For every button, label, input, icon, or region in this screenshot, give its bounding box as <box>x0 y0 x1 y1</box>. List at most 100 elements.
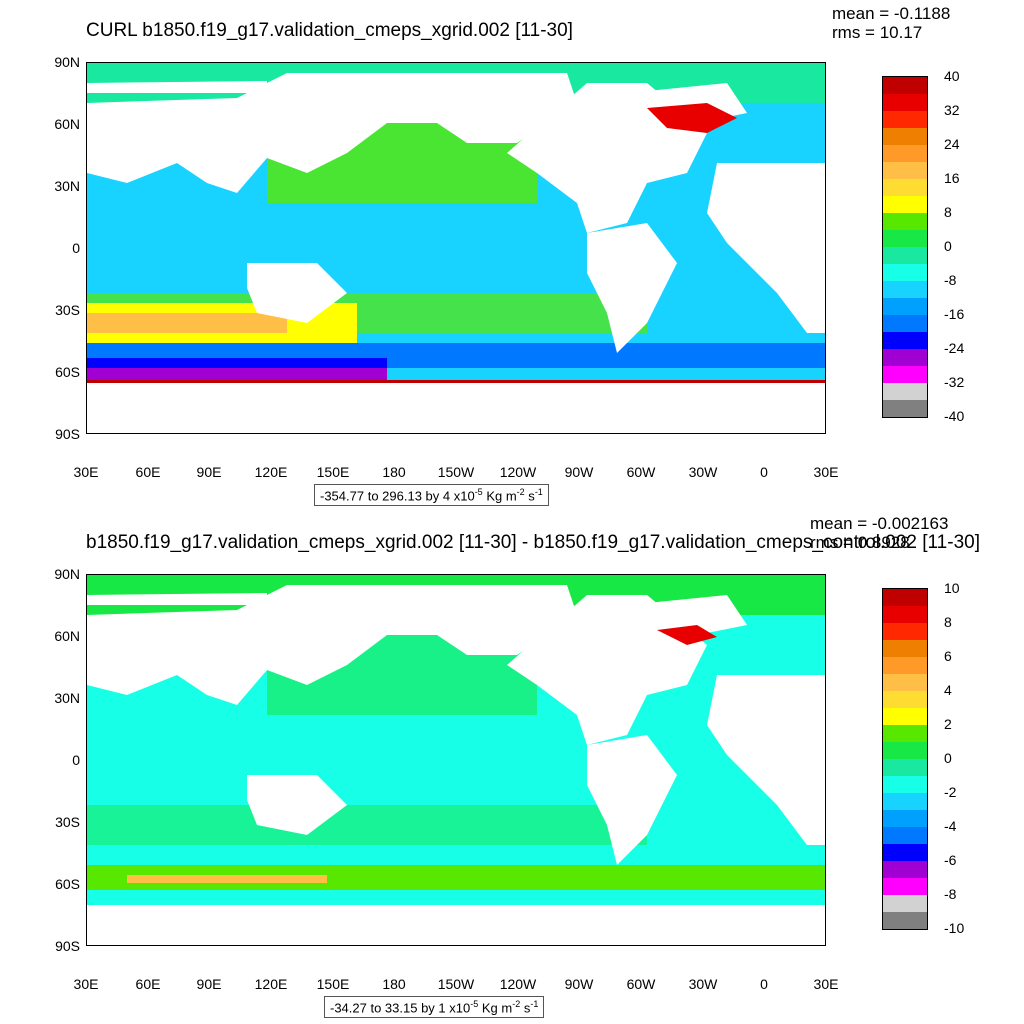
colorbar-swatch <box>883 912 927 929</box>
panel-title: CURL b1850.f19_g17.validation_cmeps_xgri… <box>86 20 573 41</box>
difference-map <box>87 575 825 945</box>
lon-tick-label: 60W <box>626 976 656 992</box>
colorbar-swatch <box>883 861 927 878</box>
map-frame <box>86 574 826 946</box>
lon-tick-label: 180 <box>382 464 406 480</box>
lon-tick-label: 120E <box>254 976 288 992</box>
colorbar-swatch <box>883 349 927 366</box>
lat-tick-label: 60N <box>54 628 80 644</box>
range-unit-exponent: -2 <box>512 999 521 1009</box>
colorbar-label: 0 <box>944 238 952 254</box>
colorbar-swatch <box>883 606 927 623</box>
colorbar-label: 10 <box>944 580 960 596</box>
colorbar-swatch <box>883 162 927 179</box>
lon-tick-label: 30E <box>73 464 99 480</box>
lon-tick-label: 150W <box>437 464 475 480</box>
lon-tick-label: 0 <box>760 976 768 992</box>
lon-tick-label: 120W <box>499 976 537 992</box>
colorbar-label: -32 <box>944 374 965 390</box>
range-exponent: -5 <box>474 487 483 497</box>
colorbar <box>882 588 928 930</box>
map-frame <box>86 62 826 434</box>
range-text: -354.77 to 296.13 by 4 x10 <box>320 488 475 504</box>
colorbar-swatch <box>883 759 927 776</box>
colorbar-label: 8 <box>944 614 952 630</box>
colorbar-label: 8 <box>944 204 952 220</box>
lon-tick-label: 90W <box>564 464 594 480</box>
lon-tick-label: 60W <box>626 464 656 480</box>
colorbar-label: -10 <box>944 920 965 936</box>
colorbar-swatch <box>883 247 927 264</box>
lat-tick-label: 90N <box>54 54 80 70</box>
colorbar-swatch <box>883 230 927 247</box>
lat-tick-label: 60S <box>55 876 80 892</box>
colorbar-swatch <box>883 179 927 196</box>
colorbar-swatch <box>883 708 927 725</box>
panel-curl: CURL b1850.f19_g17.validation_cmeps_xgri… <box>54 4 965 507</box>
colorbar-swatch <box>883 145 927 162</box>
range-unit: s <box>524 488 535 504</box>
lon-tick-label: 90E <box>196 464 222 480</box>
colorbar-swatch <box>883 383 927 400</box>
lon-tick-label: 30E <box>813 976 839 992</box>
panel-title: b1850.f19_g17.validation_cmeps_xgrid.002… <box>86 532 980 553</box>
lon-tick-label: 60E <box>135 464 161 480</box>
colorbar-label: -4 <box>944 818 957 834</box>
range-unit: Kg m <box>478 1000 513 1016</box>
lon-tick-label: 30W <box>688 976 718 992</box>
colorbar-swatch <box>883 281 927 298</box>
colorbar-swatch <box>883 657 927 674</box>
colorbar-label: -2 <box>944 784 957 800</box>
lat-tick-label: 0 <box>72 752 80 768</box>
colorbar-swatch <box>883 315 927 332</box>
colorbar-label: 0 <box>944 750 952 766</box>
lon-tick-label: 90E <box>196 976 222 992</box>
colorbar-swatch <box>883 793 927 810</box>
colorbar-swatch <box>883 77 927 94</box>
colorbar-label: 6 <box>944 648 952 664</box>
lat-tick-label: 0 <box>72 240 80 256</box>
colorbar-swatch <box>883 264 927 281</box>
colorbar-label: -40 <box>944 408 965 424</box>
colorbar-label: -16 <box>944 306 965 322</box>
range-unit: Kg m <box>482 488 517 504</box>
colorbar-label: 32 <box>944 102 960 118</box>
colorbar-label: -24 <box>944 340 965 356</box>
lat-tick-label: 30N <box>54 178 80 194</box>
rms-value: rms = 10.17 <box>832 23 923 42</box>
colorbar-label: -8 <box>944 272 957 288</box>
lon-tick-label: 120E <box>254 464 288 480</box>
range-info: -354.77 to 296.13 by 4 x10-5 Kg m-2 s-1 <box>314 484 549 507</box>
colorbar-label: 2 <box>944 716 952 732</box>
range-unit-exponent: -2 <box>516 487 525 497</box>
colorbar <box>882 76 928 418</box>
lon-tick-label: 90W <box>564 976 594 992</box>
stats: mean = -0.002163 rms = 0.8928 <box>810 514 948 552</box>
colorbar-label: -6 <box>944 852 957 868</box>
lon-tick-label: 120W <box>499 464 537 480</box>
lon-tick-label: 0 <box>760 464 768 480</box>
colorbar-swatch <box>883 298 927 315</box>
lon-tick-label: 30E <box>73 976 99 992</box>
colorbar-label: 24 <box>944 136 960 152</box>
lon-tick-label: 150W <box>437 976 475 992</box>
range-info: -34.27 to 33.15 by 1 x10-5 Kg m-2 s-1 <box>324 996 545 1019</box>
range-unit-exponent: -1 <box>534 487 543 497</box>
lat-tick-label: 90N <box>54 566 80 582</box>
colorbar-swatch <box>883 332 927 349</box>
lat-tick-label: 30S <box>55 814 80 830</box>
colorbar-swatch <box>883 196 927 213</box>
colorbar-label: 4 <box>944 682 952 698</box>
colorbar-swatch <box>883 895 927 912</box>
lon-tick-label: 60E <box>135 976 161 992</box>
colorbar-swatch <box>883 623 927 640</box>
colorbar-swatch <box>883 400 927 417</box>
range-unit-exponent: -1 <box>530 999 539 1009</box>
range-text: -34.27 to 33.15 by 1 x10 <box>330 1000 471 1016</box>
lon-tick-label: 150E <box>316 464 350 480</box>
colorbar-swatch <box>883 776 927 793</box>
lon-tick-label: 180 <box>382 976 406 992</box>
panel-difference: b1850.f19_g17.validation_cmeps_xgrid.002… <box>0 512 1024 1024</box>
lon-tick-label: 150E <box>316 976 350 992</box>
rms-value: rms = 0.8928 <box>810 533 910 552</box>
